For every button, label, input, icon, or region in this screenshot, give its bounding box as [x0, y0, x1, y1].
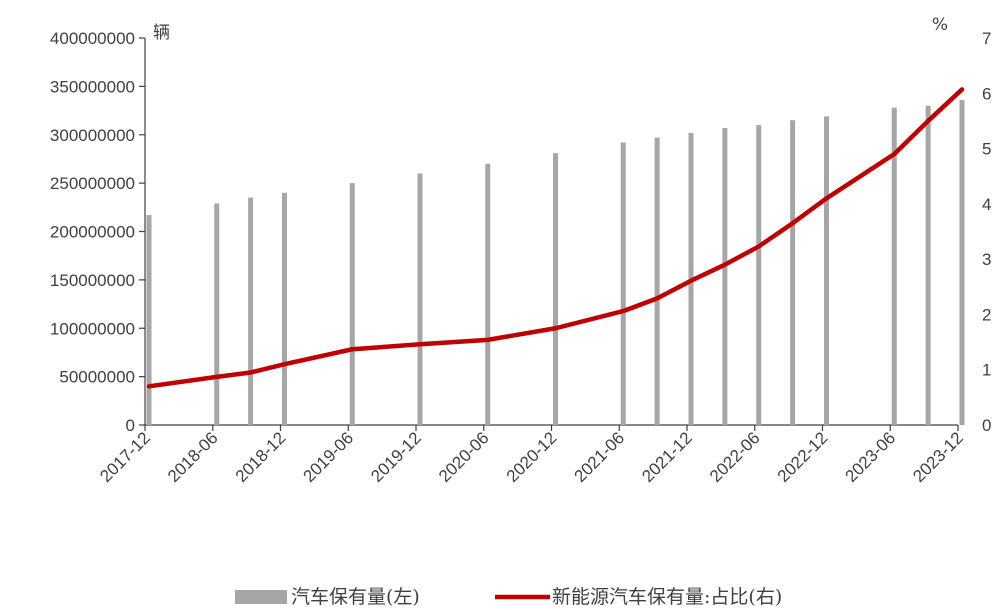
y-left-tick-label: 200000000 — [50, 223, 135, 242]
y-left-unit: 辆 — [153, 23, 170, 43]
bar — [756, 125, 762, 425]
bar — [248, 197, 254, 425]
bar — [654, 137, 660, 425]
line-series — [146, 87, 965, 389]
bar — [722, 127, 728, 425]
x-tick-label: 2022-12 — [774, 428, 832, 486]
y-right-tick-label: 7 — [982, 29, 991, 48]
legend-label-line: 新能源汽车保有量:占比(右) — [552, 586, 782, 608]
legend-swatch-bars — [235, 590, 287, 604]
x-tick-label: 2020-12 — [503, 428, 561, 486]
y-right-tick-label: 0 — [982, 416, 991, 435]
x-tick-label: 2017-12 — [96, 428, 154, 486]
bar — [417, 173, 423, 425]
bar — [620, 142, 626, 426]
bar — [282, 192, 287, 425]
bar — [553, 153, 558, 425]
y-left-tick-label: 150000000 — [50, 271, 135, 290]
bar — [824, 116, 829, 426]
bar — [214, 203, 220, 425]
x-tick-label: 2018-06 — [164, 428, 222, 486]
x-tick-label: 2019-12 — [367, 428, 425, 486]
bar — [349, 183, 355, 425]
x-tick-label: 2022-06 — [706, 428, 764, 486]
bar — [959, 99, 965, 426]
y-right-tick-label: 3 — [982, 250, 991, 269]
x-tick-label: 2023-12 — [909, 428, 967, 486]
bar — [891, 107, 897, 425]
y-right-tick-label: 4 — [982, 195, 991, 214]
x-tick-label: 2023-06 — [842, 428, 900, 486]
x-tick-label: 2020-06 — [435, 428, 493, 486]
bar — [790, 120, 796, 426]
y-left-tick-label: 0 — [126, 416, 135, 435]
x-tick-label: 2019-06 — [300, 428, 358, 486]
bar — [485, 163, 491, 425]
y-left-tick-label: 250000000 — [50, 174, 135, 193]
legend-label-bars: 汽车保有量(左) — [291, 586, 420, 608]
y-left-tick-label: 50000000 — [59, 368, 135, 387]
y-left-tick-label: 400000000 — [50, 29, 135, 48]
x-tick-label: 2018-12 — [232, 428, 290, 486]
y-right-tick-label: 1 — [982, 361, 991, 380]
y-right-unit: % — [932, 15, 948, 35]
y-left-tick-label: 350000000 — [50, 77, 135, 96]
y-right-tick-label: 6 — [982, 84, 991, 103]
x-tick-label: 2021-12 — [638, 428, 696, 486]
bar — [146, 215, 152, 425]
y-left-tick-label: 100000000 — [50, 319, 135, 338]
bar — [925, 105, 931, 425]
y-left-tick-label: 300000000 — [50, 126, 135, 145]
y-right-tick-label: 5 — [982, 140, 991, 159]
x-tick-label: 2021-06 — [571, 428, 629, 486]
y-right-tick-label: 2 — [982, 305, 991, 324]
